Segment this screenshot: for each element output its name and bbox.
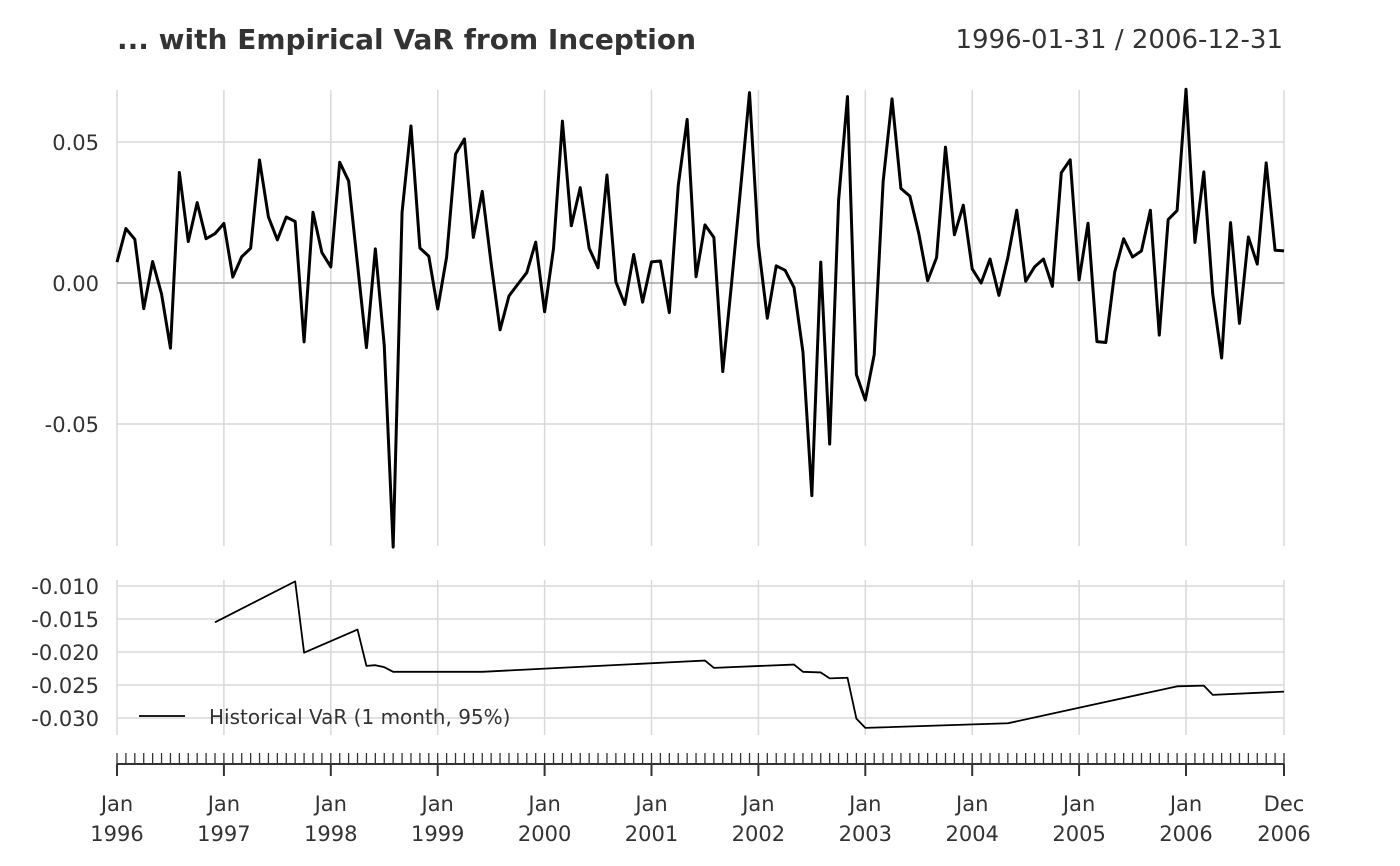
x-axis: Jan 1996 Jan 1997 Jan 1998 Jan 1999 Jan 2000 Jan 20… <box>90 753 1311 846</box>
legend: Historical VaR (1 month, 95%) <box>139 705 510 729</box>
x-tick-month-label: Dec <box>1264 792 1305 816</box>
bottom-y-tick-label: -0.030 <box>31 707 99 731</box>
top-panel-grid <box>116 90 1285 546</box>
x-tick-month-label: Jan <box>206 792 240 816</box>
x-tick-year-label: 2001 <box>625 822 678 846</box>
chart-title: ... with Empirical VaR from Inception <box>117 23 696 56</box>
x-tick-month-label: Jan <box>1168 792 1202 816</box>
x-tick-year-label: 1998 <box>304 822 357 846</box>
x-tick-year-label: 1999 <box>411 822 464 846</box>
bottom-panel-grid <box>116 580 1285 735</box>
x-tick-month-label: Jan <box>633 792 667 816</box>
bottom-y-tick-label: -0.025 <box>31 674 99 698</box>
bottom-y-tick-label: -0.020 <box>31 641 99 665</box>
x-tick-year-label: 2002 <box>732 822 785 846</box>
legend-label: Historical VaR (1 month, 95%) <box>209 705 510 729</box>
x-tick-month-label: Jan <box>847 792 881 816</box>
x-tick-month-label: Jan <box>740 792 774 816</box>
x-tick-year-label: 2004 <box>945 822 998 846</box>
x-tick-year-label: 2006 <box>1257 822 1310 846</box>
x-tick-month-label: Jan <box>99 792 133 816</box>
x-tick-month-label: Jan <box>313 792 347 816</box>
x-tick-month-label: Jan <box>420 792 454 816</box>
top-y-tick-label: 0.00 <box>52 272 99 296</box>
date-range-label: 1996-01-31 / 2006-12-31 <box>956 25 1284 55</box>
x-tick-year-label: 2003 <box>839 822 892 846</box>
bottom-panel-y-axis: -0.010 -0.015 -0.020 -0.025 -0.030 <box>31 575 1284 731</box>
x-tick-month-label: Jan <box>526 792 560 816</box>
x-tick-month-label: Jan <box>954 792 988 816</box>
top-y-tick-label: 0.05 <box>52 131 99 155</box>
x-tick-year-label: 2000 <box>518 822 571 846</box>
x-tick-year-label: 2006 <box>1159 822 1212 846</box>
returns-series-line <box>115 87 1285 549</box>
x-tick-year-label: 2005 <box>1052 822 1105 846</box>
x-tick-year-label: 1996 <box>90 822 143 846</box>
top-y-tick-label: -0.05 <box>45 413 99 437</box>
bottom-y-tick-label: -0.015 <box>31 608 99 632</box>
x-tick-year-label: 1997 <box>197 822 250 846</box>
x-tick-month-label: Jan <box>1061 792 1095 816</box>
var-series-line <box>214 580 1285 729</box>
bottom-y-tick-label: -0.010 <box>31 575 99 599</box>
